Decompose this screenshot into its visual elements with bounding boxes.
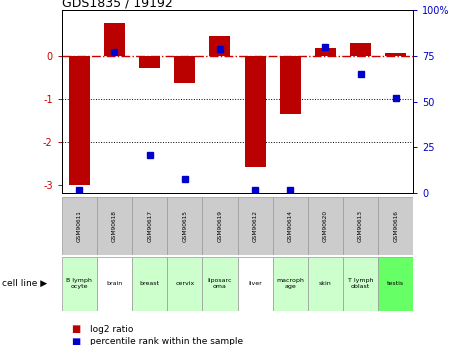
Text: liposarc
oma: liposarc oma: [208, 278, 232, 289]
Text: GSM90611: GSM90611: [77, 210, 82, 242]
Text: testis: testis: [387, 281, 404, 286]
Text: ■: ■: [71, 325, 80, 334]
Bar: [97, 197, 132, 255]
Text: GSM90616: GSM90616: [393, 210, 398, 242]
Bar: [273, 257, 308, 310]
Bar: [167, 257, 202, 310]
Bar: [343, 257, 378, 310]
Bar: [97, 257, 132, 310]
Bar: [245, 56, 266, 167]
Bar: [69, 56, 90, 185]
Text: GSM90613: GSM90613: [358, 210, 363, 242]
Bar: [280, 56, 301, 114]
Bar: [202, 197, 238, 255]
Bar: [132, 197, 167, 255]
Bar: [132, 257, 167, 310]
Text: GSM90618: GSM90618: [112, 210, 117, 242]
Text: liver: liver: [248, 281, 262, 286]
Text: GDS1835 / 19192: GDS1835 / 19192: [62, 0, 172, 9]
Text: T lymph
oblast: T lymph oblast: [348, 278, 373, 289]
Text: skin: skin: [319, 281, 332, 286]
Text: GSM90615: GSM90615: [182, 210, 187, 242]
Bar: [378, 257, 413, 310]
Bar: [62, 197, 97, 255]
Text: cervix: cervix: [175, 281, 194, 286]
Bar: [104, 23, 125, 56]
Text: log2 ratio: log2 ratio: [90, 325, 133, 334]
Bar: [209, 36, 230, 56]
Text: GSM90620: GSM90620: [323, 210, 328, 242]
Bar: [238, 257, 273, 310]
Bar: [315, 48, 336, 56]
Text: percentile rank within the sample: percentile rank within the sample: [90, 337, 243, 345]
Text: GSM90614: GSM90614: [288, 210, 293, 242]
Bar: [378, 197, 413, 255]
Bar: [139, 56, 160, 68]
Text: ■: ■: [71, 337, 80, 345]
Bar: [273, 197, 308, 255]
Bar: [167, 197, 202, 255]
Bar: [202, 257, 238, 310]
Bar: [62, 257, 97, 310]
Bar: [308, 197, 343, 255]
Bar: [350, 43, 371, 56]
Bar: [308, 257, 343, 310]
Bar: [385, 53, 406, 56]
Text: cell line ▶: cell line ▶: [2, 279, 48, 288]
Bar: [343, 197, 378, 255]
Text: B lymph
ocyte: B lymph ocyte: [66, 278, 92, 289]
Text: GSM90617: GSM90617: [147, 210, 152, 242]
Text: GSM90619: GSM90619: [218, 210, 222, 242]
Text: GSM90612: GSM90612: [253, 210, 257, 242]
Text: brain: brain: [106, 281, 123, 286]
Bar: [174, 56, 195, 83]
Text: breast: breast: [140, 281, 160, 286]
Text: macroph
age: macroph age: [276, 278, 304, 289]
Bar: [238, 197, 273, 255]
